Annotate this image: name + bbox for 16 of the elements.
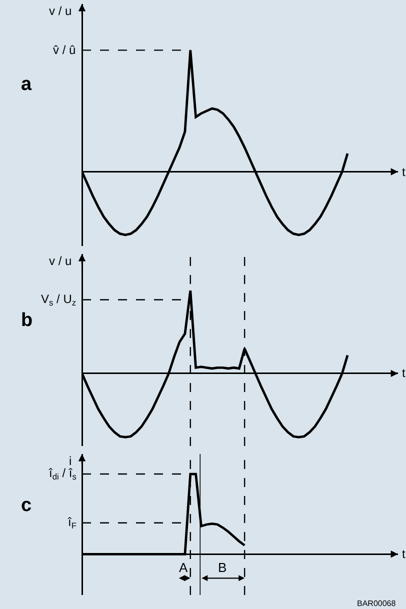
x-axis-title: t — [402, 165, 406, 179]
ref-line-label: î$_{F}$ — [67, 515, 76, 531]
y-axis-title: v / u — [49, 4, 72, 18]
text: A — [179, 560, 188, 575]
ref-line-label: î$_{di}$ / î$_{s}$ — [48, 466, 76, 482]
text: b — [21, 310, 33, 331]
text: c — [21, 495, 32, 516]
x-axis-title: t — [402, 547, 406, 561]
y-axis-title: i — [69, 454, 72, 468]
text: B — [218, 560, 227, 575]
text: a — [21, 74, 32, 95]
x-axis-title: t — [402, 366, 406, 380]
ref-line-label: V$_{s}$ / U$_{z}$ — [41, 292, 76, 308]
text: BAR00068 — [357, 599, 396, 608]
y-axis-title: v / u — [49, 254, 72, 268]
ref-line-label: v̂ / û — [53, 43, 76, 57]
